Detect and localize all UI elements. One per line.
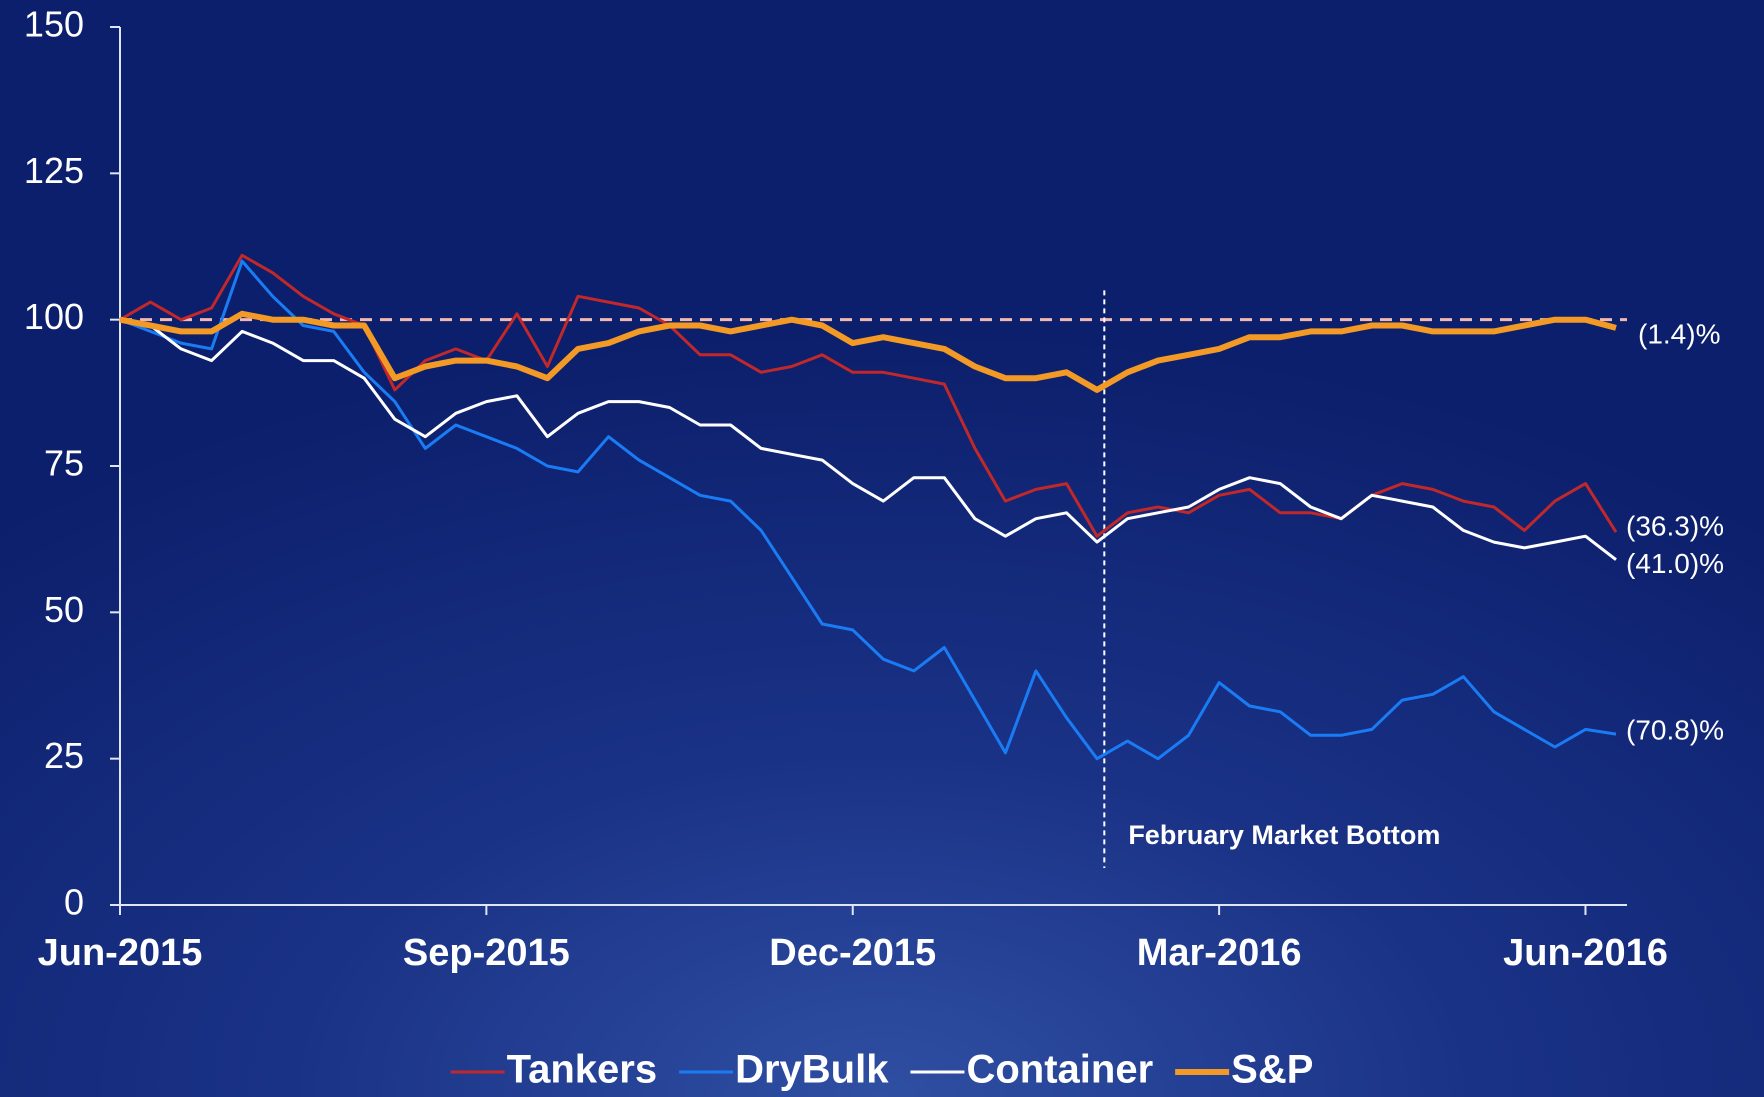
x-tick-label: Mar-2016 xyxy=(1137,932,1302,974)
legend-label: Tankers xyxy=(507,1048,657,1092)
y-tick-label: 125 xyxy=(24,150,84,191)
end-label: (41.0)% xyxy=(1626,548,1724,579)
y-tick-label: 75 xyxy=(44,443,84,484)
legend-item: S&P xyxy=(1175,1048,1313,1092)
legend-item: Tankers xyxy=(450,1048,657,1092)
x-tick-label: Jun-2016 xyxy=(1503,932,1668,974)
end-label: (70.8)% xyxy=(1626,714,1724,745)
legend-label: Container xyxy=(966,1048,1153,1092)
annotation: February Market Bottom xyxy=(1128,820,1440,850)
x-tick-label: Dec-2015 xyxy=(769,932,936,974)
series-line xyxy=(119,259,1617,761)
end-label: (36.3)% xyxy=(1626,511,1724,542)
y-tick-label: 150 xyxy=(24,4,84,45)
x-tick-label: Sep-2015 xyxy=(403,932,570,974)
y-tick-label: 25 xyxy=(44,735,84,776)
legend-item: Container xyxy=(910,1048,1153,1092)
x-tick-label: Jun-2015 xyxy=(38,932,203,974)
end-label: (1.4)% xyxy=(1638,318,1720,349)
legend-label: DryBulk xyxy=(735,1048,889,1092)
legend-item: DryBulk xyxy=(679,1048,889,1092)
y-tick-label: 50 xyxy=(44,589,84,630)
y-tick-label: 100 xyxy=(24,296,84,337)
legend-label: S&P xyxy=(1231,1048,1313,1092)
series-line xyxy=(119,310,1617,393)
y-tick-label: 0 xyxy=(64,882,84,923)
series-line xyxy=(119,318,1617,561)
